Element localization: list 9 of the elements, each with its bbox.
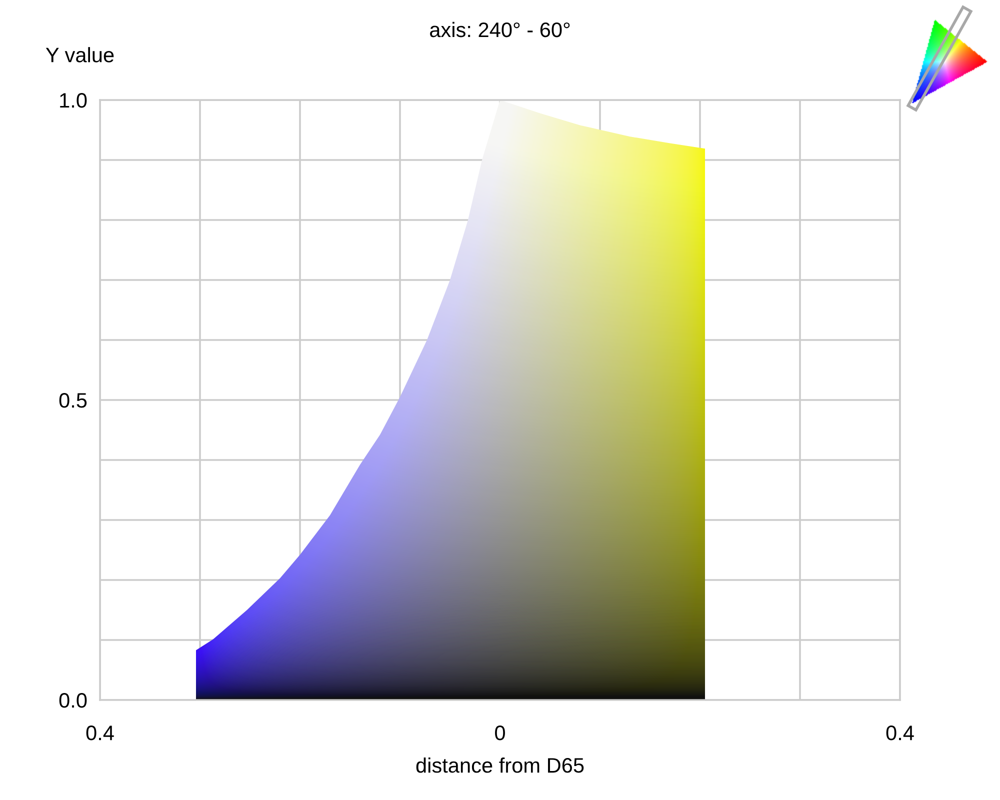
x-axis-title: distance from D65 bbox=[416, 757, 584, 773]
x-tick-label: 0 bbox=[495, 726, 505, 740]
y-tick-label: 0.0 bbox=[59, 693, 87, 708]
y-tick-label: 1.0 bbox=[60, 93, 87, 108]
chart-title: axis: 240° - 60° bbox=[430, 22, 570, 38]
x-tick-label: 0.4 bbox=[886, 726, 914, 740]
y-tick-label: 0.5 bbox=[59, 393, 87, 408]
y-axis-title: Y value bbox=[46, 47, 114, 62]
x-tick-label: 0.4 bbox=[86, 726, 114, 740]
